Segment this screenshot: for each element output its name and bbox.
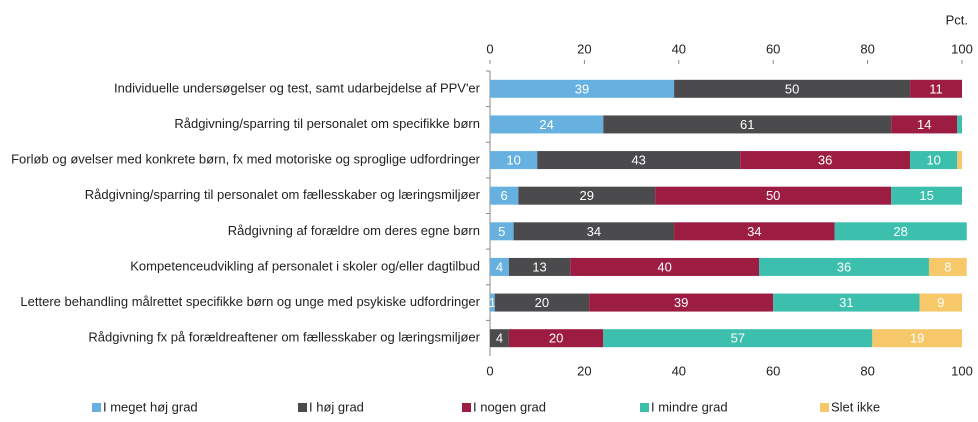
x-tick-label: 40 — [672, 41, 686, 56]
value-label: 15 — [919, 188, 933, 203]
x-tick-label: 20 — [577, 363, 591, 378]
category-label: Rådgivning/sparring til personalet om fæ… — [85, 187, 481, 202]
value-label: 4 — [496, 259, 503, 274]
legend-swatch — [820, 403, 829, 412]
bar-segment — [490, 151, 538, 170]
bar-segment — [928, 257, 967, 276]
category-label: Rådgivning fx på forældreaftener om fæll… — [88, 330, 480, 345]
value-label: 61 — [740, 117, 754, 132]
value-label: 34 — [587, 224, 601, 239]
legend-label: Slet ikke — [831, 399, 880, 414]
x-tick-label: 80 — [860, 363, 874, 378]
bar-segment — [603, 115, 892, 134]
value-label: 28 — [893, 224, 907, 239]
bar-segment — [589, 293, 774, 312]
legend-label: I nogen grad — [473, 399, 546, 414]
value-label: 10 — [506, 153, 520, 168]
bar-segment — [655, 186, 892, 205]
value-label: 13 — [532, 259, 546, 274]
value-label: 39 — [674, 295, 688, 310]
value-label: 34 — [747, 224, 761, 239]
bar-segment — [957, 115, 962, 134]
bar-segment — [919, 293, 962, 312]
value-label: 19 — [910, 331, 924, 346]
legend-label: I mindre grad — [651, 399, 728, 414]
bar-segment — [570, 257, 760, 276]
value-label: 1 — [489, 295, 496, 310]
legend-swatch — [462, 403, 471, 412]
bar-segment — [957, 151, 962, 170]
bar-segment — [834, 222, 967, 241]
bar-segment — [910, 151, 958, 170]
value-label: 10 — [926, 153, 940, 168]
bar-segment — [490, 257, 509, 276]
legend-swatch — [92, 403, 101, 412]
category-label: Kompetenceudvikling af personalet i skol… — [130, 258, 480, 273]
x-tick-label: 80 — [860, 41, 874, 56]
bar-segment — [910, 79, 962, 98]
x-tick-label: 60 — [766, 363, 780, 378]
bar-segment — [508, 257, 571, 276]
value-label: 11 — [929, 81, 943, 96]
bar-segment — [490, 222, 514, 241]
value-label: 9 — [937, 295, 944, 310]
bar-segment — [773, 293, 920, 312]
value-label: 24 — [539, 117, 553, 132]
value-label: 4 — [496, 331, 503, 346]
category-label: Individuelle undersøgelser og test, samt… — [114, 80, 481, 95]
legend-swatch — [640, 403, 649, 412]
legend-label: I meget høj grad — [103, 399, 198, 414]
value-label: 5 — [498, 224, 505, 239]
x-tick-label: 100 — [951, 41, 973, 56]
bar-segment — [603, 329, 873, 348]
value-label: 50 — [785, 81, 799, 96]
value-label: 57 — [731, 331, 745, 346]
bar-segment — [674, 222, 835, 241]
value-label: 20 — [549, 331, 563, 346]
bar-segment — [891, 186, 962, 205]
value-label: 29 — [580, 188, 594, 203]
value-label: 20 — [535, 295, 549, 310]
value-label: 6 — [501, 188, 508, 203]
x-tick-label: 60 — [766, 41, 780, 56]
bar-segment — [513, 222, 675, 241]
bar-segment — [494, 293, 590, 312]
value-label: 40 — [657, 259, 671, 274]
x-tick-label: 20 — [577, 41, 591, 56]
value-label: 50 — [766, 188, 780, 203]
bar-segment — [872, 329, 962, 348]
category-label: Forløb og øvelser med konkrete børn, fx … — [11, 152, 481, 167]
bar-segment — [537, 151, 741, 170]
category-label: Lettere behandling målrettet specifikke … — [20, 294, 480, 309]
value-label: 8 — [944, 259, 951, 274]
bar-segment — [508, 329, 604, 348]
value-label: 14 — [917, 117, 931, 132]
bar-segment — [490, 293, 495, 312]
bar-segment — [490, 79, 675, 98]
bar-segment — [490, 115, 604, 134]
bar-segment — [490, 186, 519, 205]
value-label: 39 — [575, 81, 589, 96]
bar-segment — [759, 257, 929, 276]
value-label: 36 — [837, 259, 851, 274]
bar-segment — [740, 151, 911, 170]
unit-label: Pct. — [946, 12, 968, 27]
legend-label: I høj grad — [309, 399, 364, 414]
value-label: 43 — [631, 153, 645, 168]
legend-swatch — [298, 403, 307, 412]
x-tick-label: 100 — [951, 363, 973, 378]
x-tick-label: 0 — [486, 363, 493, 378]
bar-segment — [674, 79, 911, 98]
category-label: Rådgivning af forældre om deres egne bør… — [228, 223, 480, 238]
category-label: Rådgivning/sparring til personalet om sp… — [174, 116, 480, 131]
bar-segment — [490, 329, 509, 348]
x-tick-label: 0 — [486, 41, 493, 56]
value-label: 31 — [839, 295, 853, 310]
value-label: 36 — [818, 153, 832, 168]
bar-segment — [518, 186, 656, 205]
x-tick-label: 40 — [672, 363, 686, 378]
bar-segment — [891, 115, 958, 134]
